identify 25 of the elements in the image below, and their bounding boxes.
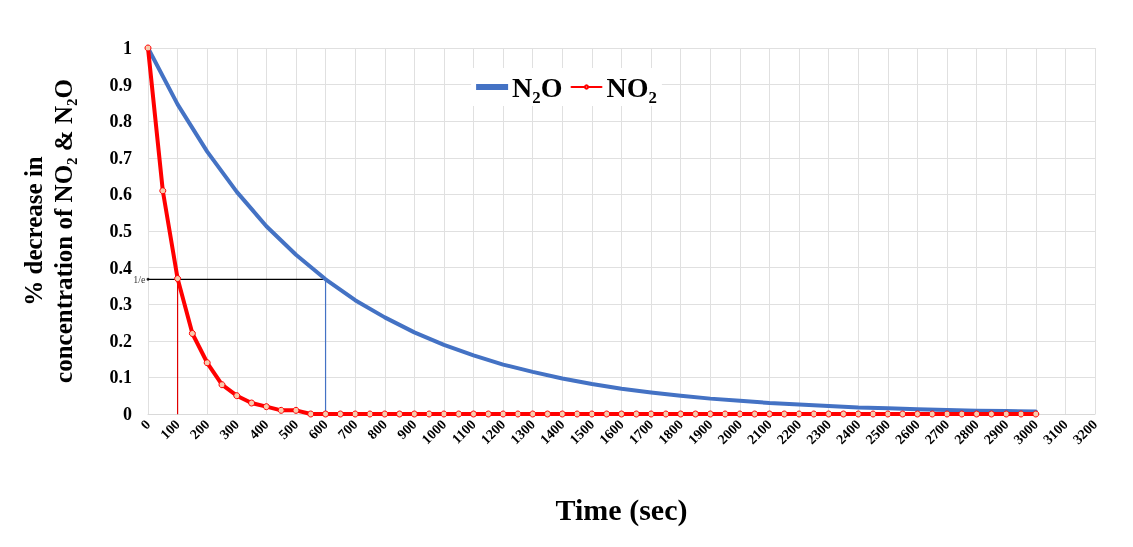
x-tick-label: 400 <box>246 416 272 443</box>
y-tick-label: 1 <box>123 38 132 58</box>
y-axis-title: % decrease in concentration of NO₂ & N₂O <box>19 79 77 383</box>
x-tick-label: 500 <box>275 416 302 443</box>
x-tick-label: 200 <box>187 416 213 443</box>
x-tick-label: 300 <box>216 416 243 443</box>
x-tick-label: 900 <box>394 416 420 443</box>
y-tick-label: 0.5 <box>109 221 132 241</box>
x-tick-label: 0 <box>137 416 154 433</box>
legend-label: N₂O <box>512 71 563 103</box>
y-tick-label: 0.7 <box>109 147 132 168</box>
x-tick-label: 600 <box>305 416 331 443</box>
x-axis-title: Time (sec) <box>555 492 688 527</box>
y-tick-label: 0.8 <box>109 111 132 132</box>
y-tick-label: 0.3 <box>109 294 132 315</box>
annotation: 1/e <box>133 273 147 285</box>
y-tick-label: 0.1 <box>109 367 132 388</box>
y-tick-label: 0.9 <box>109 74 132 95</box>
y-tick-label: 0.4 <box>109 257 132 278</box>
legend-label: NO₂ <box>606 71 657 103</box>
y-tick-label: 0.2 <box>109 330 132 351</box>
y-tick-label: 0.6 <box>109 184 132 205</box>
x-tick-label: 700 <box>335 416 361 443</box>
x-tick-label: 800 <box>364 416 391 443</box>
x-tick-label: 100 <box>157 416 183 443</box>
